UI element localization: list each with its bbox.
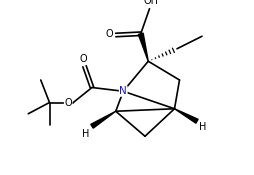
- Text: H: H: [199, 122, 207, 132]
- Text: H: H: [82, 129, 89, 139]
- Polygon shape: [138, 33, 148, 61]
- Text: O: O: [105, 29, 113, 39]
- Polygon shape: [174, 109, 198, 123]
- Polygon shape: [91, 111, 116, 128]
- Text: N: N: [119, 86, 127, 96]
- Text: OH: OH: [143, 0, 158, 6]
- Text: O: O: [64, 97, 72, 107]
- Text: O: O: [80, 54, 87, 64]
